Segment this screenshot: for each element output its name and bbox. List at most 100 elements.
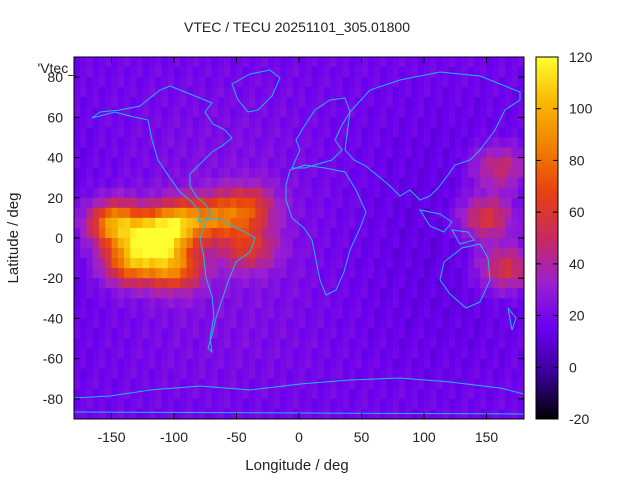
heatmap-cell [367,127,375,139]
heatmap-cell [486,248,494,259]
heatmap-cell [280,217,288,229]
heatmap-cell [80,288,88,299]
heatmap-cell [224,258,231,269]
heatmap-cell [130,358,138,370]
heatmap-cell [92,157,100,169]
heatmap-cell [180,248,188,259]
heatmap-cell [186,238,194,249]
heatmap-cell [311,408,319,419]
heatmap-cell [505,87,513,98]
heatmap-cell [124,348,131,360]
heatmap-cell [99,348,106,360]
heatmap-cell [280,167,288,179]
heatmap-cell [80,147,88,159]
heatmap-cell [342,348,350,360]
heatmap-cell [230,388,238,400]
heatmap-cell [80,67,88,78]
heatmap-cell [392,238,400,249]
heatmap-cell [136,107,144,118]
heatmap-cell [261,238,269,249]
heatmap-cell [80,217,88,229]
heatmap-cell [286,127,294,139]
heatmap-cell [405,157,413,169]
heatmap-cell [230,97,238,108]
heatmap-cell [499,338,506,350]
heatmap-cell [517,278,524,289]
heatmap-cell [299,258,306,269]
heatmap-cell [167,278,175,289]
heatmap-cell [111,67,119,78]
heatmap-cell [142,217,150,229]
heatmap-cell [224,298,231,309]
heatmap-cell [92,308,100,320]
heatmap-cell [455,398,463,410]
heatmap-cell [311,87,319,98]
heatmap-cell [242,268,250,279]
heatmap-cell [480,167,488,179]
heatmap-cell [511,117,519,128]
heatmap-cell [449,87,456,98]
heatmap-cell [417,278,425,289]
heatmap-cell [242,328,250,340]
heatmap-cell [436,318,444,330]
heatmap-cell [467,318,475,330]
heatmap-cell [292,227,300,239]
heatmap-cell [417,207,425,219]
heatmap-cell [80,77,88,88]
heatmap-cell [280,177,288,189]
heatmap-cell [217,57,225,68]
heatmap-cell [286,398,294,410]
heatmap-cell [336,358,344,370]
heatmap-cell [430,67,438,78]
heatmap-cell [374,368,381,380]
heatmap-cell [411,378,419,390]
heatmap-cell [505,368,513,380]
heatmap-cell [92,167,100,179]
heatmap-cell [417,57,425,68]
heatmap-cell [130,298,138,309]
heatmap-cell [155,207,163,219]
heatmap-cell [424,177,431,189]
heatmap-cell [230,328,238,340]
heatmap-cell [117,147,125,159]
heatmap-cell [261,338,269,350]
heatmap-cell [124,57,131,68]
heatmap-cell [299,97,306,108]
heatmap-cell [230,348,238,360]
heatmap-cell [230,77,238,88]
heatmap-cell [480,137,488,149]
heatmap-cell [386,408,394,419]
heatmap-cell [449,197,456,209]
heatmap-cell [492,308,500,320]
heatmap-cell [474,388,481,400]
heatmap-cell [280,187,288,199]
heatmap-cell [186,227,194,239]
heatmap-cell [486,117,494,128]
heatmap-cell [292,318,300,330]
heatmap-cell [442,248,450,259]
heatmap-cell [461,147,469,159]
heatmap-cell [149,248,156,259]
heatmap-cell [305,137,313,149]
heatmap-cell [349,107,356,118]
heatmap-cell [230,248,238,259]
heatmap-cell [192,87,200,98]
heatmap-cell [217,238,225,249]
heatmap-cell [242,207,250,219]
heatmap-cell [330,328,338,340]
heatmap-cell [161,187,169,199]
heatmap-cell [424,147,431,159]
heatmap-cell [224,227,231,239]
heatmap-cell [142,127,150,139]
heatmap-cell [205,388,213,400]
heatmap-cell [336,197,344,209]
heatmap-cell [386,207,394,219]
heatmap-cell [299,207,306,219]
heatmap-cell [117,338,125,350]
heatmap-cell [430,197,438,209]
heatmap-cell [467,278,475,289]
heatmap-cell [461,227,469,239]
heatmap-cell [267,258,275,269]
heatmap-cell [280,388,288,400]
heatmap-cell [199,338,206,350]
